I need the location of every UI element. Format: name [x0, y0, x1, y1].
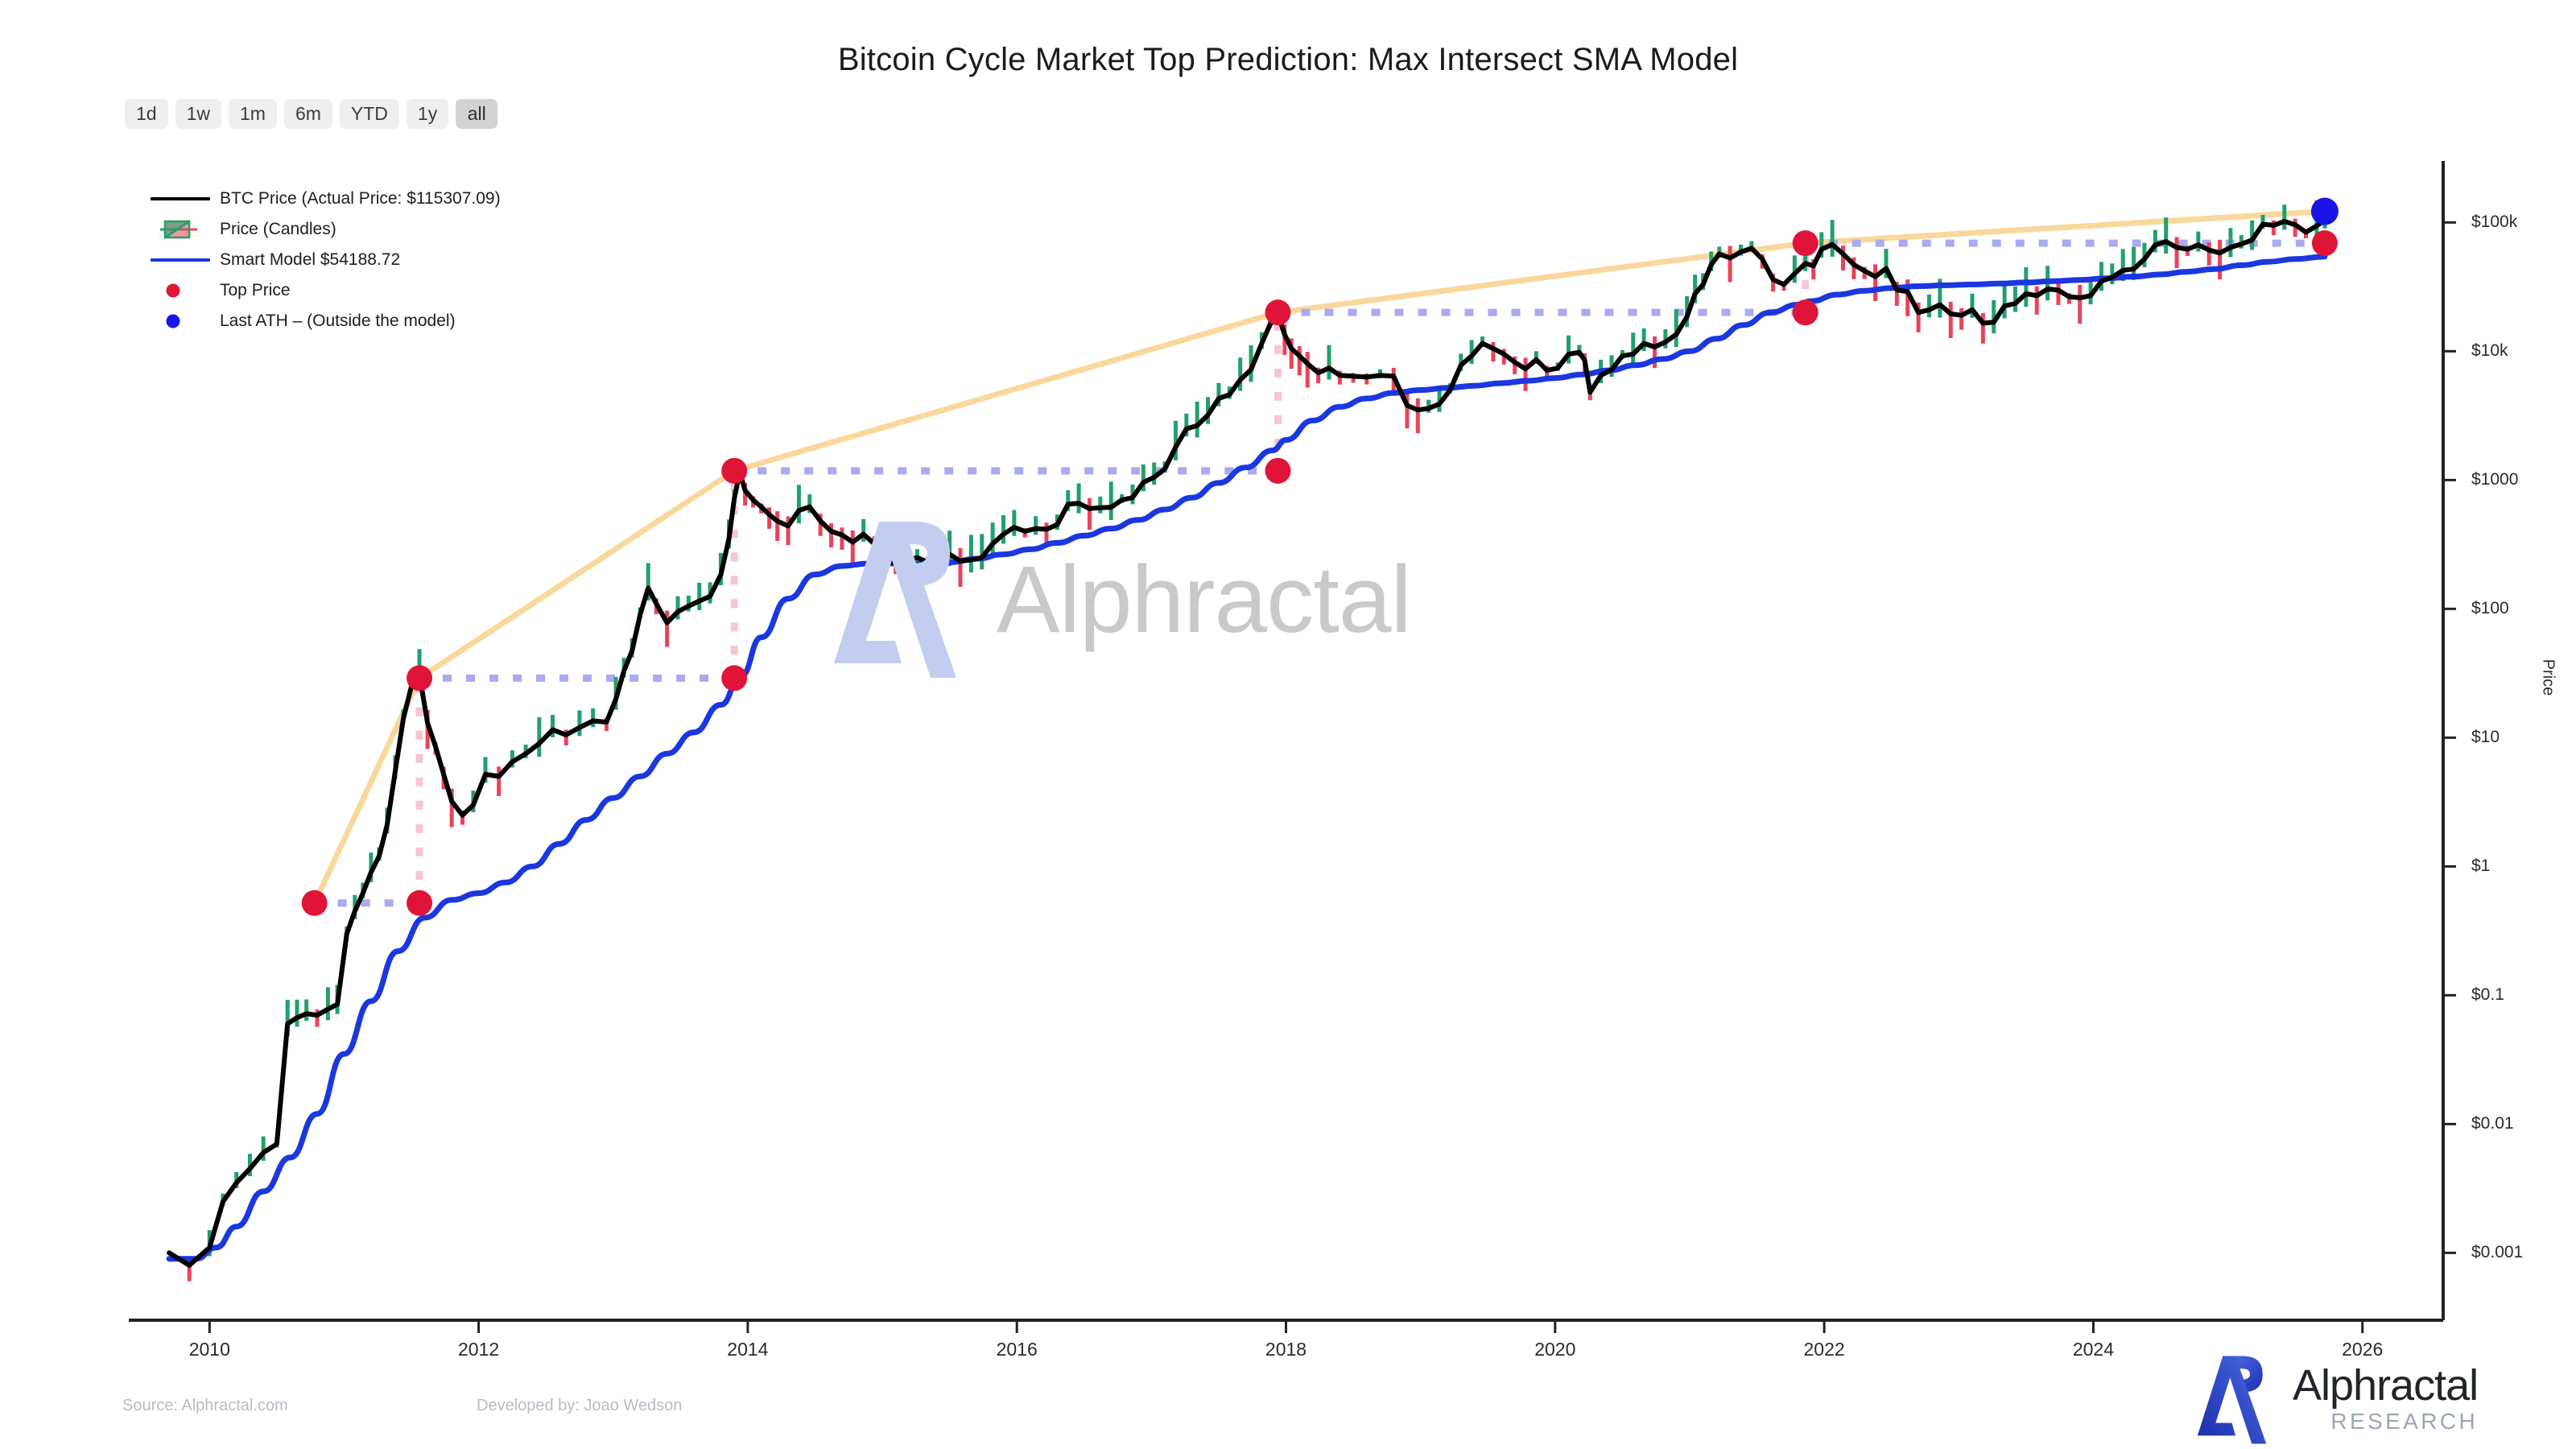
alphractal-monogram-icon [834, 522, 956, 678]
x-tick-label: 2026 [2342, 1339, 2384, 1360]
footer-source: Source: Alphractal.com [122, 1397, 288, 1414]
top-price-dot-model-2025[interactable] [2311, 230, 2338, 257]
footer-developer: Developed by: Joao Wedson [477, 1397, 683, 1414]
watermark-text: Alphractal [997, 547, 1412, 653]
range-button-all[interactable]: all [456, 99, 498, 129]
legend-marker-line-icon [149, 248, 212, 272]
legend-item[interactable]: Price (Candles) [149, 214, 501, 245]
top-price-dot-model-2017[interactable] [1265, 457, 1291, 484]
x-tick-label: 2018 [1265, 1339, 1307, 1360]
top-price-dot-top-2017[interactable] [1265, 299, 1291, 326]
legend-label: Price (Candles) [220, 220, 336, 238]
brand-logo: Alphractal RESEARCH [2188, 1352, 2479, 1447]
x-tick-label: 2024 [2072, 1339, 2114, 1360]
range-button-1d[interactable]: 1d [125, 99, 168, 129]
top-price-dot-model-2011[interactable] [407, 890, 433, 916]
smart-model-line [166, 254, 2328, 1262]
range-button-1w[interactable]: 1w [175, 99, 221, 129]
legend-label: BTC Price (Actual Price: $115307.09) [220, 189, 501, 208]
top-price-dot-top-2021[interactable] [1792, 230, 1818, 257]
x-tick-label: 2010 [188, 1339, 230, 1360]
y-tick-label: $0.001 [2471, 1243, 2524, 1262]
page-title: Bitcoin Cycle Market Top Prediction: Max… [837, 42, 1739, 77]
price-candles [187, 200, 2327, 1282]
legend-label: Smart Model $54188.72 [220, 250, 401, 269]
alphractal-logo-icon [2197, 1356, 2267, 1444]
range-button-6m[interactable]: 6m [283, 99, 332, 129]
x-tick-label: 2014 [727, 1339, 769, 1360]
top-price-dot-model-2013[interactable] [721, 665, 748, 691]
range-button-group: 1d 1w 1m 6m YTD 1y all [125, 99, 498, 129]
y-tick-label: $0.1 [2471, 985, 2504, 1005]
y-tick-label: $1000 [2471, 470, 2519, 489]
x-tick-label: 2022 [1803, 1339, 1845, 1360]
x-tick-label: 2012 [457, 1339, 500, 1360]
top-price-dot-top-2010[interactable] [301, 890, 328, 916]
y-tick-label: $0.01 [2471, 1114, 2514, 1133]
legend-item[interactable]: BTC Price (Actual Price: $115307.09) [149, 184, 501, 214]
x-tick-label: 2016 [996, 1339, 1038, 1360]
btc-price-line [167, 217, 2327, 1268]
legend-marker-dot-icon [149, 279, 212, 303]
y-axis-title: Price [2539, 658, 2557, 696]
legend-item[interactable]: Top Price [149, 275, 501, 306]
y-tick-label: $10 [2471, 728, 2500, 747]
y-tick-label: $100k [2471, 213, 2518, 232]
legend-marker-candle-icon [149, 217, 212, 242]
range-button-ytd[interactable]: YTD [339, 99, 399, 129]
chart-legend: BTC Price (Actual Price: $115307.09) Pric… [149, 184, 501, 336]
watermark: Alphractal [821, 507, 1594, 692]
top-price-dot-model-2021[interactable] [1792, 299, 1818, 326]
range-button-1y[interactable]: 1y [406, 99, 449, 129]
last-ath-dot[interactable] [2310, 197, 2339, 225]
y-tick-label: $100 [2471, 599, 2509, 618]
legend-item[interactable]: Smart Model $54188.72 [149, 245, 501, 275]
y-tick-label: $1 [2471, 857, 2491, 876]
y-tick-label: $10k [2471, 341, 2508, 361]
legend-label: Last ATH – (Outside the model) [220, 312, 456, 330]
brand-name: Alphractal [2293, 1361, 2479, 1410]
brand-subtitle: RESEARCH [2330, 1408, 2479, 1434]
x-tick-label: 2020 [1534, 1339, 1576, 1360]
legend-marker-line-icon [149, 187, 212, 211]
range-button-1m[interactable]: 1m [229, 99, 277, 129]
envelope-line [312, 208, 2328, 906]
legend-item[interactable]: Last ATH – (Outside the model) [149, 306, 501, 336]
top-price-dot-top-2013[interactable] [721, 457, 748, 484]
top-price-dot-top-2011[interactable] [407, 665, 433, 691]
legend-marker-dot-icon [149, 309, 212, 333]
legend-label: Top Price [220, 281, 291, 299]
